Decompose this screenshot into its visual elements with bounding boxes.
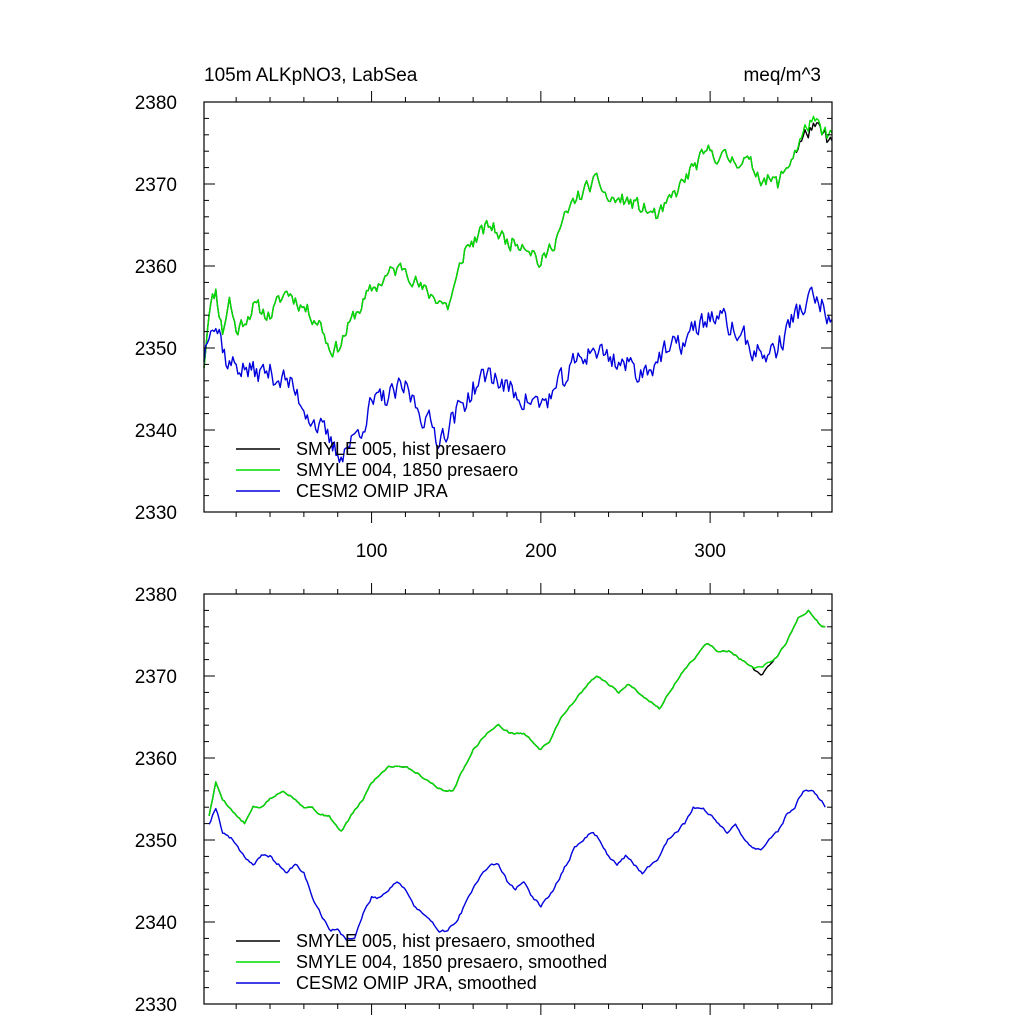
- series-line-3: [208, 789, 826, 941]
- bottom-series-group: [208, 609, 826, 941]
- y-tick-label: 2370: [135, 175, 177, 196]
- legend-label: SMYLE 004, 1850 presaero, smoothed: [296, 952, 607, 972]
- y-tick-label: 2350: [135, 831, 177, 852]
- series-line-1: [208, 609, 826, 832]
- y-tick-label: 2360: [135, 257, 177, 278]
- y-tick-label: 2380: [135, 93, 177, 114]
- chart-title: 105m ALKpNO3, LabSea: [204, 65, 418, 86]
- y-tick-label: 2350: [135, 339, 177, 360]
- series-line-2: [208, 609, 826, 832]
- y-tick-label: 2340: [135, 913, 177, 934]
- y-tick-label: 2380: [135, 585, 177, 606]
- y-tick-label: 2360: [135, 749, 177, 770]
- series-line-3: [203, 286, 833, 464]
- bottom-plot-frame: [203, 593, 833, 1005]
- x-tick-label: 200: [525, 541, 557, 562]
- y-tick-label: 2340: [135, 421, 177, 442]
- y-tick-label: 2370: [135, 667, 177, 688]
- top-ticks-group: 2330 2340 2350 2360 2370 2380 100 200 300: [135, 91, 832, 562]
- x-tick-label: 100: [356, 541, 388, 562]
- legend-label: CESM2 OMIP JRA, smoothed: [296, 973, 537, 993]
- legend-label: CESM2 OMIP JRA: [296, 481, 448, 501]
- units-label: meq/m^3: [743, 65, 821, 86]
- panel-bottom: 2330 2340 2350 2360 2370 2380 SMYLE 005, hist…: [135, 583, 833, 1016]
- legend-label: SMYLE 004, 1850 presaero: [296, 460, 518, 480]
- bottom-legend: SMYLE 005, hist presaero, smoothed SMYLE…: [236, 931, 607, 993]
- x-tick-label: 300: [694, 541, 726, 562]
- top-legend: SMYLE 005, hist presaero SMYLE 004, 1850…: [236, 439, 518, 501]
- top-series-group: [203, 115, 833, 464]
- series-line-2: [203, 115, 833, 369]
- bottom-ticks-group: 2330 2340 2350 2360 2370 2380: [135, 583, 832, 1016]
- y-tick-label: 2330: [135, 503, 177, 524]
- legend-label: SMYLE 005, hist presaero: [296, 439, 506, 459]
- top-plot-frame: [203, 101, 833, 513]
- panel-top: 105m ALKpNO3, LabSea meq/m^3 2330 2340 235…: [135, 65, 833, 562]
- legend-label: SMYLE 005, hist presaero, smoothed: [296, 931, 595, 951]
- y-tick-label: 2330: [135, 995, 177, 1016]
